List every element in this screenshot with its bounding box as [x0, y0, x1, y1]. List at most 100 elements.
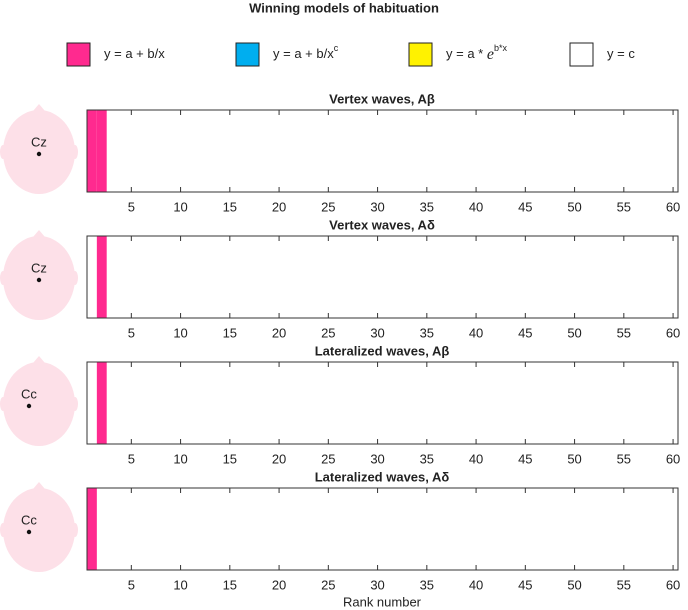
panel-title: Vertex waves, Aδ	[329, 217, 435, 232]
x-tick-label: 20	[272, 325, 286, 340]
electrode-dot	[26, 529, 32, 535]
head	[33, 104, 45, 111]
electrode-dot	[26, 403, 32, 409]
rank-cell	[96, 236, 107, 318]
x-tick-label: 60	[666, 199, 680, 214]
x-tick-label: 50	[567, 451, 581, 466]
x-tick-label: 60	[666, 451, 680, 466]
legend-label: y = a * eb*x	[446, 43, 507, 62]
ear	[72, 523, 78, 537]
x-tick-label: 40	[469, 451, 483, 466]
x-tick-label: 25	[321, 199, 335, 214]
electrode-dot	[36, 151, 42, 157]
x-tick-label: 40	[469, 199, 483, 214]
legend-swatch	[66, 42, 91, 67]
x-tick-label: 10	[173, 325, 187, 340]
electrode-dot	[36, 277, 42, 283]
x-tick-label: 30	[370, 325, 384, 340]
plot-frame	[86, 235, 679, 319]
x-tick-label: 25	[321, 577, 335, 592]
head	[33, 356, 45, 363]
plot-frame	[86, 361, 679, 445]
x-tick-label: 20	[272, 577, 286, 592]
x-tick-label: 40	[469, 577, 483, 592]
x-tick-label: 50	[567, 199, 581, 214]
ear	[0, 271, 6, 285]
x-tick-label: 55	[617, 325, 631, 340]
head	[3, 362, 75, 446]
x-tick-label: 5	[128, 199, 135, 214]
x-tick-label: 50	[567, 325, 581, 340]
x-tick-label: 10	[173, 577, 187, 592]
x-tick-label: 55	[617, 577, 631, 592]
legend-text: y = c	[607, 46, 635, 61]
x-tick-label: 5	[128, 577, 135, 592]
figure-title: Winning models of habituation	[249, 0, 439, 15]
ear	[0, 145, 6, 159]
x-tick-label: 30	[370, 577, 384, 592]
electrode-label: Cz	[31, 260, 47, 275]
legend-label: y = a + b/xc	[273, 43, 339, 61]
panel-title: Vertex waves, Aβ	[329, 91, 435, 106]
x-tick-label: 30	[370, 451, 384, 466]
x-tick-label: 45	[518, 199, 532, 214]
legend-text: y = a + b/x	[104, 46, 165, 61]
panel-title: Lateralized waves, Aδ	[315, 469, 450, 484]
legend-label: y = a + b/x	[104, 46, 165, 61]
electrode-label: Cc	[21, 512, 37, 527]
panel-title: Lateralized waves, Aβ	[315, 343, 450, 358]
x-tick-label: 25	[321, 451, 335, 466]
ear	[0, 523, 6, 537]
x-tick-label: 45	[518, 451, 532, 466]
x-tick-label: 20	[272, 451, 286, 466]
x-axis-label: Rank number	[343, 594, 422, 609]
legend-text: y = a *	[446, 46, 487, 61]
x-tick-label: 15	[223, 199, 237, 214]
x-tick-label: 5	[128, 451, 135, 466]
x-tick-label: 35	[420, 199, 434, 214]
head	[33, 230, 45, 237]
legend-swatch	[235, 42, 260, 67]
head	[33, 482, 45, 489]
x-tick-label: 55	[617, 451, 631, 466]
rank-cell	[96, 110, 107, 192]
x-tick-label: 35	[420, 325, 434, 340]
x-tick-label: 55	[617, 199, 631, 214]
plot-area	[86, 361, 679, 445]
legend-swatch	[408, 42, 433, 67]
ear	[72, 397, 78, 411]
x-tick-label: 35	[420, 451, 434, 466]
head	[3, 488, 75, 572]
x-tick-label: 30	[370, 199, 384, 214]
legend-swatch	[569, 42, 594, 67]
plot-area	[86, 109, 679, 193]
x-tick-label: 10	[173, 451, 187, 466]
ear	[72, 271, 78, 285]
x-tick-label: 60	[666, 577, 680, 592]
ear	[0, 397, 6, 411]
x-tick-label: 40	[469, 325, 483, 340]
x-tick-label: 35	[420, 577, 434, 592]
x-tick-label: 15	[223, 451, 237, 466]
plot-area	[86, 235, 679, 319]
x-tick-label: 10	[173, 199, 187, 214]
rank-cell	[96, 362, 107, 444]
x-tick-label: 45	[518, 325, 532, 340]
ear	[72, 145, 78, 159]
rank-cell	[87, 110, 97, 192]
legend-text: y = a + b/x	[273, 46, 334, 61]
x-tick-label: 15	[223, 577, 237, 592]
x-tick-label: 15	[223, 325, 237, 340]
electrode-label: Cc	[21, 386, 37, 401]
legend-label: y = c	[607, 46, 635, 61]
x-tick-label: 25	[321, 325, 335, 340]
x-tick-label: 45	[518, 577, 532, 592]
legend-base: e	[487, 46, 494, 63]
x-tick-label: 5	[128, 325, 135, 340]
electrode-label: Cz	[31, 134, 47, 149]
legend-sup: b*x	[494, 43, 508, 53]
x-tick-label: 20	[272, 199, 286, 214]
x-tick-label: 50	[567, 577, 581, 592]
rank-cell	[87, 488, 97, 570]
